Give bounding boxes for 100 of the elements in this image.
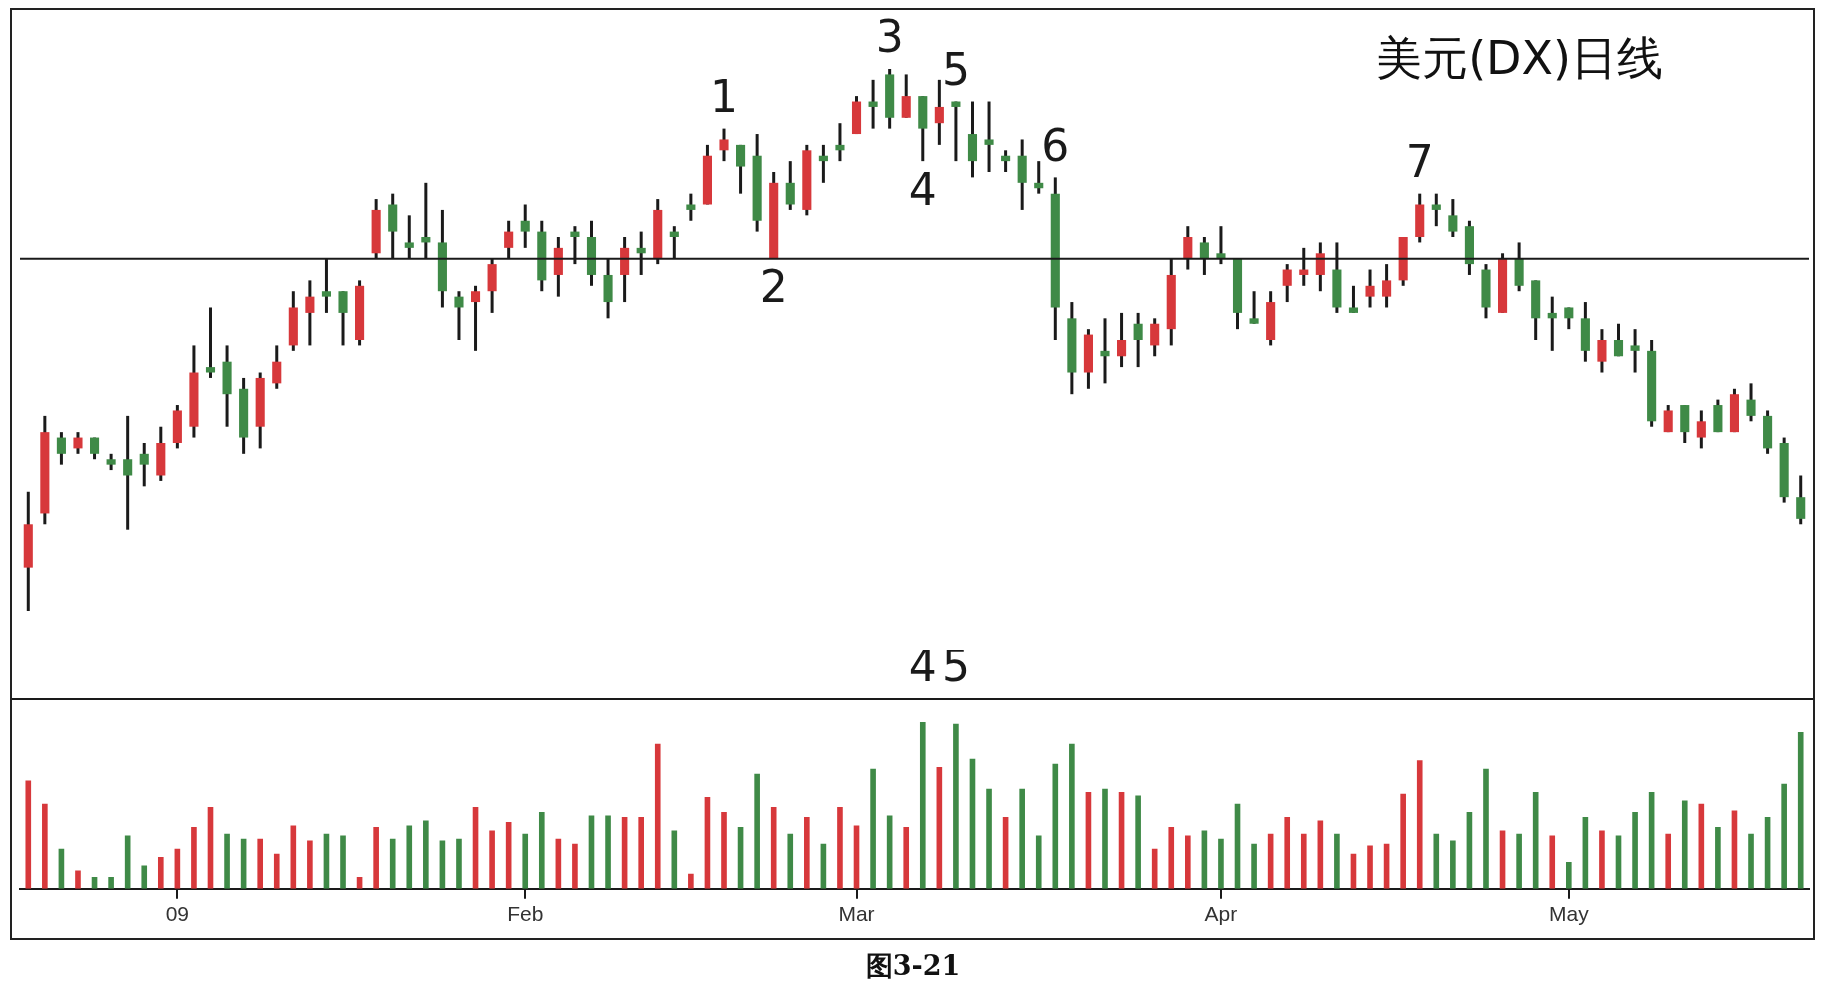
bar (903, 827, 910, 889)
bar (1019, 788, 1025, 889)
bar (1035, 835, 1042, 889)
bar (1565, 862, 1572, 889)
candlestick (1249, 291, 1259, 324)
candlestick (951, 101, 961, 163)
annotation: 4 (908, 163, 937, 215)
bar (1516, 833, 1522, 889)
candlestick (1431, 193, 1441, 228)
bar (25, 780, 32, 889)
candlestick (470, 284, 481, 351)
candlestick (1796, 475, 1806, 525)
x-tick-label: Feb (507, 902, 544, 926)
bar (986, 788, 992, 889)
x-tick-label: Mar (838, 902, 875, 926)
candlestick (205, 307, 216, 378)
bar (953, 723, 959, 889)
candlestick (305, 280, 315, 346)
x-tick-label: May (1548, 902, 1590, 926)
annotation: 2 (759, 261, 788, 313)
candlestick (901, 74, 911, 118)
bar (919, 722, 926, 889)
candlestick (1001, 150, 1011, 172)
bar (837, 807, 843, 889)
bar (1135, 795, 1141, 889)
candlestick (1100, 318, 1110, 384)
bar (1284, 817, 1291, 889)
text: 3 (875, 11, 904, 63)
candlestick (984, 101, 994, 172)
bar (75, 870, 81, 889)
bar (224, 833, 230, 889)
bar (42, 803, 48, 889)
bar (654, 743, 661, 889)
bar (307, 840, 313, 889)
bar (770, 807, 777, 889)
candlestick (338, 291, 348, 346)
annotation: 7 (1405, 136, 1434, 188)
candlestick (454, 291, 464, 340)
bar (870, 768, 876, 889)
candlestick (1746, 383, 1756, 422)
bar (423, 820, 429, 889)
annotation: 5 (941, 43, 970, 95)
candlestick (835, 123, 845, 163)
bar (257, 838, 264, 889)
bar (373, 827, 379, 889)
candlestick (272, 345, 282, 389)
bar (671, 830, 678, 889)
bar (141, 865, 148, 889)
bar (1069, 743, 1075, 889)
bar (754, 773, 760, 889)
bar (1218, 838, 1224, 889)
bar (688, 873, 694, 889)
candlestick (1613, 323, 1624, 357)
x-tick-label: 09 (165, 902, 190, 926)
bar (191, 827, 197, 889)
bar (340, 835, 346, 889)
bar (787, 833, 794, 889)
bar (1632, 812, 1638, 889)
text: 4 (908, 640, 937, 692)
bar (1185, 835, 1191, 889)
candlestick (736, 143, 746, 194)
bar (406, 825, 413, 889)
bar (605, 815, 611, 889)
caption: 图3-21 (864, 949, 962, 983)
bar (1400, 793, 1406, 889)
candlestick (56, 432, 66, 465)
candlestick (1597, 329, 1607, 373)
bar (721, 812, 727, 889)
bar (638, 817, 644, 889)
candlestick (818, 143, 828, 183)
bar (1483, 768, 1489, 889)
bar (456, 838, 462, 889)
candlestick (785, 161, 795, 210)
candlestick (1630, 329, 1640, 373)
bar (1715, 827, 1721, 889)
candlestick (1133, 311, 1143, 369)
bar (1151, 848, 1158, 889)
bar (273, 853, 280, 889)
bar (1168, 827, 1175, 889)
candlestick (1564, 307, 1574, 331)
candlestick (1150, 318, 1160, 357)
bar (1334, 833, 1340, 889)
candlestick (934, 78, 944, 145)
candlestick (1696, 410, 1706, 449)
candlestick (686, 193, 696, 221)
bar (157, 857, 164, 889)
bar (108, 877, 114, 889)
text: 5 (941, 640, 970, 692)
candlestick (868, 78, 878, 129)
bar (1052, 763, 1059, 889)
annotation: 6 (1041, 119, 1070, 171)
candlestick (1382, 264, 1392, 308)
candlestick (1348, 284, 1359, 313)
candlestick (1365, 269, 1375, 308)
candlestick (1282, 264, 1292, 304)
bar (1781, 783, 1787, 889)
bar (1416, 760, 1423, 889)
bar (389, 838, 396, 889)
candlestick (1663, 405, 1673, 434)
bar (1549, 835, 1556, 889)
